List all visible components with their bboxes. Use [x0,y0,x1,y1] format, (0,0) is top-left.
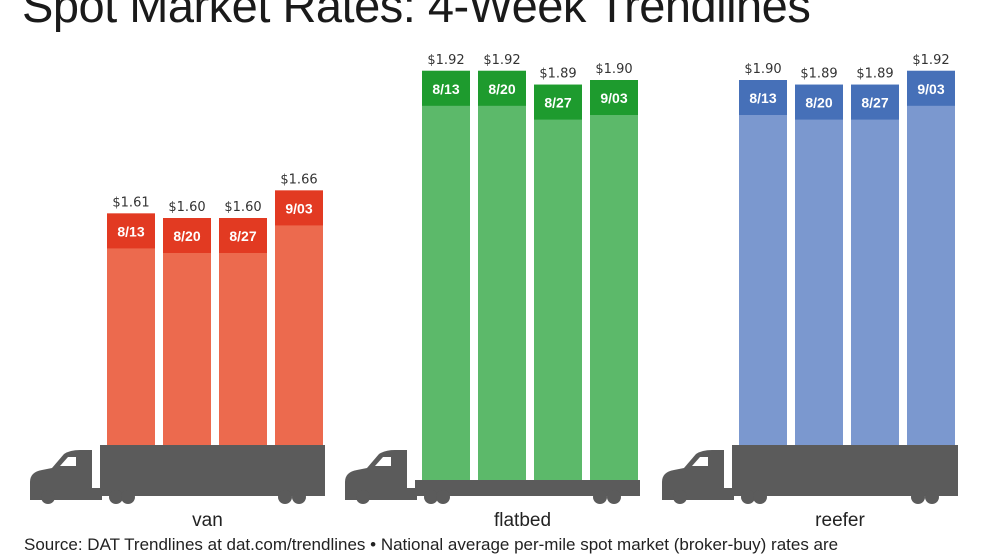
category-label-flatbed: flatbed [494,510,551,531]
group-reefer: 8/13 $1.90 8/20 $1.89 8/27 $1.89 9/03 $1.92 reef… [662,53,958,531]
date-box [107,213,155,249]
chart-title: Spot Market Rates: 4-Week Trendlines [22,0,811,32]
date-box [795,84,843,120]
date-label: 8/27 [229,228,256,244]
bar-flatbed-8/27 [534,84,582,480]
date-box [275,190,323,226]
date-label: 9/03 [600,90,627,106]
value-label: $1.89 [856,67,893,82]
value-label: $1.89 [539,67,576,82]
bar-van-8/20 [163,218,211,445]
group-flatbed: 8/13 $1.92 8/20 $1.92 8/27 $1.89 9/03 $1.90 flat… [345,53,640,531]
date-label: 8/20 [805,95,832,111]
date-box [219,218,267,253]
value-label: $1.60 [168,200,205,215]
date-box [534,84,582,120]
value-label: $1.89 [800,67,837,82]
date-box [163,218,211,253]
date-label: 8/13 [749,90,776,106]
date-label: 8/27 [544,95,571,111]
group-van: 8/13 $1.61 8/20 $1.60 8/27 $1.60 9/03 $1.66 van [30,172,325,531]
value-label: $1.90 [595,62,632,77]
bar-reefer-8/13 [739,80,787,445]
truck-icon [30,445,325,504]
bar-reefer-9/03 [907,70,955,446]
date-label: 8/20 [173,228,200,244]
bar-van-9/03 [275,190,323,445]
bar-flatbed-9/03 [590,80,638,480]
value-label: $1.92 [483,53,520,68]
date-box [851,84,899,120]
value-label: $1.66 [280,172,317,187]
value-label: $1.60 [224,200,261,215]
bar-flatbed-8/13 [422,70,470,481]
bar-van-8/27 [219,218,267,445]
truck-icon [345,450,640,504]
date-label: 9/03 [285,200,312,216]
date-box [478,70,526,106]
date-label: 8/20 [488,81,515,97]
truck-icon [662,445,958,504]
date-label: 8/13 [432,81,459,97]
value-label: $1.92 [912,53,949,68]
source-note: Source: DAT Trendlines at dat.com/trendl… [24,535,839,554]
value-label: $1.92 [427,53,464,68]
date-label: 9/03 [917,81,944,97]
date-box [590,80,638,115]
value-label: $1.90 [744,62,781,77]
bar-van-8/13 [107,213,155,445]
bar-flatbed-8/20 [478,70,526,481]
date-box [739,80,787,115]
category-label-reefer: reefer [815,510,865,531]
category-label-van: van [192,510,223,531]
date-box [422,70,470,106]
date-label: 8/13 [117,223,144,239]
value-label: $1.61 [112,195,149,210]
date-label: 8/27 [861,95,888,111]
bar-reefer-8/27 [851,84,899,445]
date-box [907,70,955,106]
bar-reefer-8/20 [795,84,843,445]
